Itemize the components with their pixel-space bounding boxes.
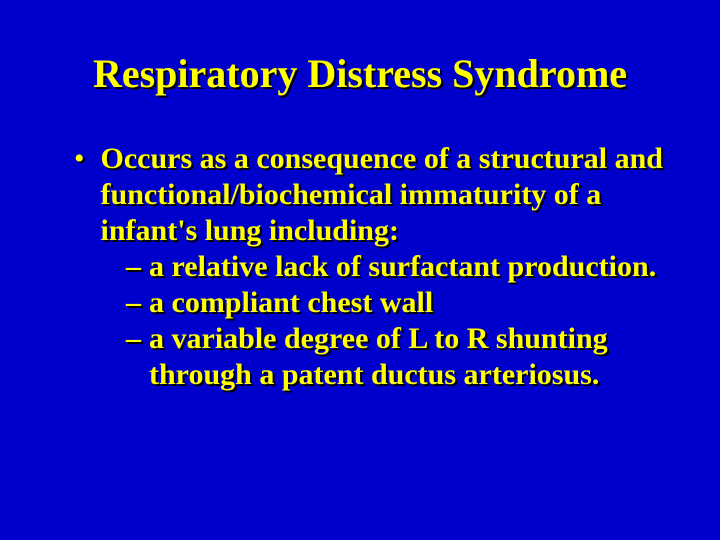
bullet-marker: •: [74, 141, 85, 177]
subbullet-text: a compliant chest wall: [149, 285, 433, 321]
subbullet-marker: –: [126, 321, 141, 357]
subbullet-item: – a variable degree of L to R shunting t…: [50, 321, 670, 393]
subbullet-text: a variable degree of L to R shunting thr…: [149, 321, 670, 393]
bullet-item: • Occurs as a consequence of a structura…: [50, 141, 670, 249]
subbullet-marker: –: [126, 249, 141, 285]
subbullet-marker: –: [126, 285, 141, 321]
bullet-text: Occurs as a consequence of a structural …: [101, 141, 670, 249]
slide-title: Respiratory Distress Syndrome: [50, 50, 670, 97]
subbullet-text: a relative lack of surfactant production…: [149, 249, 656, 285]
subbullet-item: – a relative lack of surfactant producti…: [50, 249, 670, 285]
subbullet-item: – a compliant chest wall: [50, 285, 670, 321]
